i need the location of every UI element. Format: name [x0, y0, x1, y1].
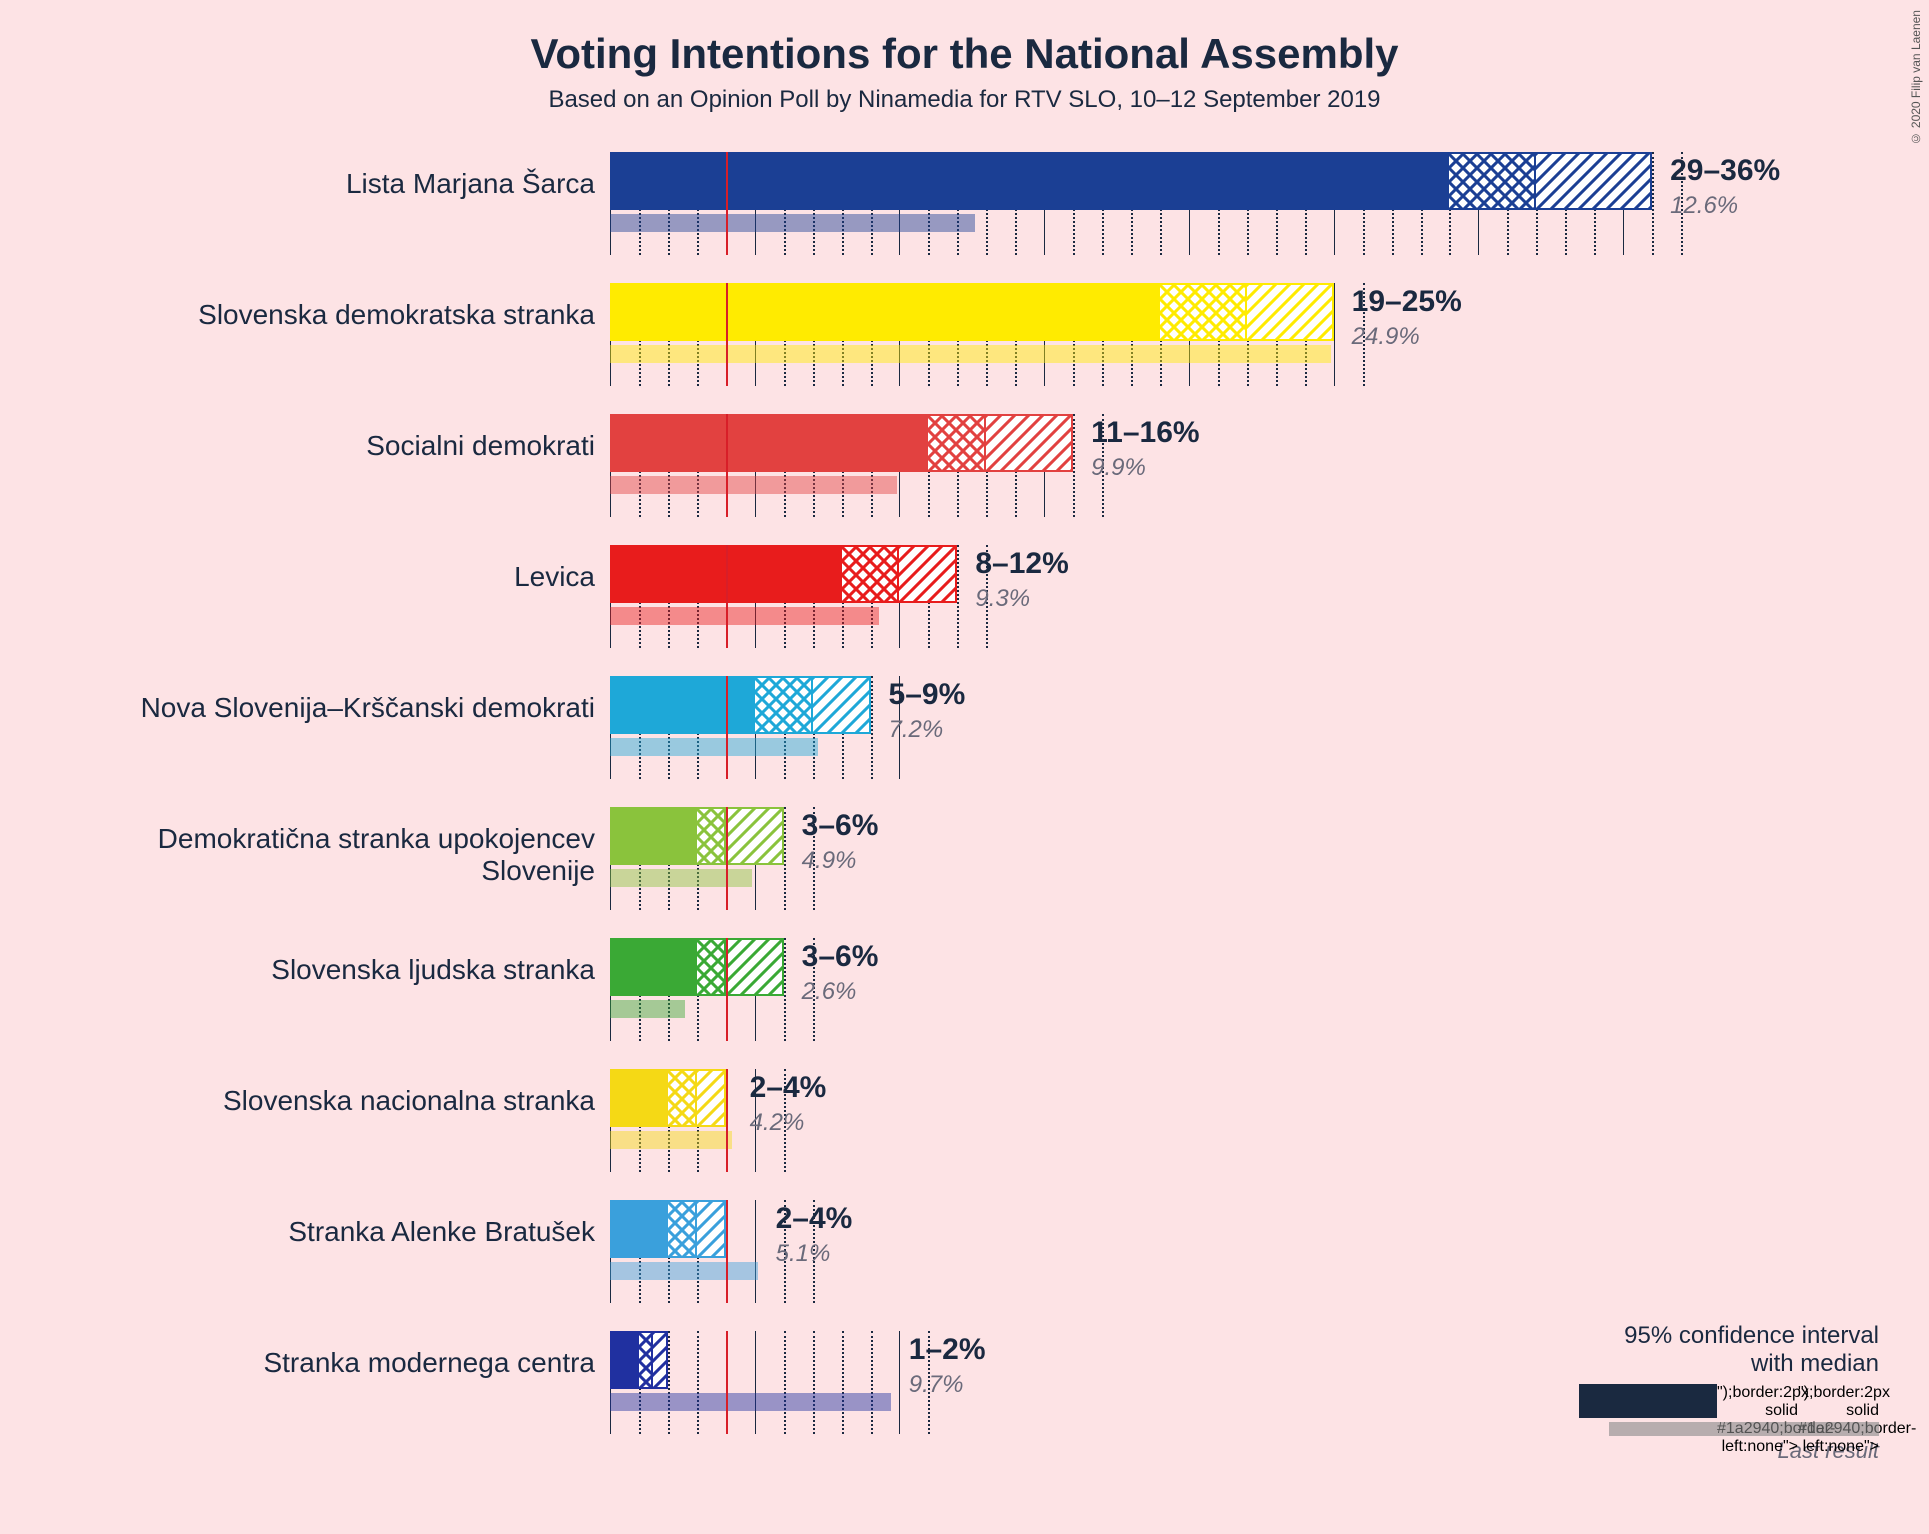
party-label: Socialni demokrati	[90, 430, 595, 462]
legend-line1: 95% confidence interval	[1539, 1322, 1879, 1350]
chart-subtitle: Based on an Opinion Poll by Ninamedia fo…	[0, 78, 1929, 132]
confidence-bar	[610, 938, 784, 996]
chart-row: Demokratična stranka upokojencev Sloveni…	[90, 787, 1840, 918]
confidence-bar	[610, 1331, 668, 1389]
confidence-bar	[610, 152, 1652, 210]
last-result-label: 24.9%	[1352, 323, 1420, 351]
last-result-label: 4.2%	[750, 1109, 805, 1137]
bar-area: 5–9% 7.2%	[610, 656, 1810, 787]
bar-area: 29–36% 12.6%	[610, 132, 1810, 263]
chart-row: Slovenska ljudska stranka 3–6% 2.6%	[90, 918, 1840, 1049]
range-label: 1–2%	[909, 1333, 986, 1367]
bar-area: 2–4% 5.1%	[610, 1180, 1810, 1311]
chart-row: Socialni demokrati 11–16% 9.9%	[90, 394, 1840, 525]
last-result-bar	[610, 345, 1331, 363]
party-label: Slovenska ljudska stranka	[90, 954, 595, 986]
range-label: 2–4%	[776, 1202, 853, 1236]
party-label: Stranka Alenke Bratušek	[90, 1216, 595, 1248]
legend-bar-sample: ");border:2px solid #1a2940;border-left:…	[1579, 1384, 1879, 1418]
last-result-label: 12.6%	[1670, 192, 1738, 220]
chart-row: Slovenska demokratska stranka 19–25% 24.9%	[90, 263, 1840, 394]
confidence-bar	[610, 414, 1073, 472]
party-label: Slovenska demokratska stranka	[90, 299, 595, 331]
last-result-bar	[610, 738, 818, 756]
range-label: 3–6%	[802, 809, 879, 843]
range-label: 29–36%	[1670, 154, 1780, 188]
range-label: 11–16%	[1091, 416, 1199, 450]
copyright-text: © 2020 Filip van Laenen	[1909, 10, 1923, 145]
chart-row: Nova Slovenija–Krščanski demokrati 5–9% 7.…	[90, 656, 1840, 787]
last-result-label: 9.3%	[975, 585, 1030, 613]
confidence-bar	[610, 1200, 726, 1258]
party-label: Demokratična stranka upokojencev Sloveni…	[90, 823, 595, 887]
last-result-label: 9.7%	[909, 1371, 964, 1399]
chart-row: Slovenska nacionalna stranka 2–4% 4.2%	[90, 1049, 1840, 1180]
bar-area: 11–16% 9.9%	[610, 394, 1810, 525]
last-result-bar	[610, 869, 752, 887]
bar-area: 3–6% 4.9%	[610, 787, 1810, 918]
range-label: 2–4%	[750, 1071, 827, 1105]
last-result-label: 9.9%	[1091, 454, 1146, 482]
bar-area: 19–25% 24.9%	[610, 263, 1810, 394]
range-label: 8–12%	[975, 547, 1068, 581]
confidence-bar	[610, 283, 1334, 341]
last-result-bar	[610, 476, 897, 494]
confidence-bar	[610, 807, 784, 865]
party-label: Nova Slovenija–Krščanski demokrati	[90, 692, 595, 724]
last-result-label: 7.2%	[889, 716, 944, 744]
bar-area: 3–6% 2.6%	[610, 918, 1810, 1049]
bar-area: 8–12% 9.3%	[610, 525, 1810, 656]
last-result-label: 2.6%	[802, 978, 857, 1006]
confidence-bar	[610, 676, 871, 734]
last-result-bar	[610, 1000, 685, 1018]
range-label: 3–6%	[802, 940, 879, 974]
bar-area: 2–4% 4.2%	[610, 1049, 1810, 1180]
last-result-bar	[610, 1131, 732, 1149]
confidence-bar	[610, 545, 957, 603]
legend: 95% confidence interval with median ");b…	[1539, 1322, 1879, 1464]
chart-title: Voting Intentions for the National Assem…	[0, 0, 1929, 78]
bar-chart: Lista Marjana Šarca 29–36% 12.6% Slovenska …	[90, 132, 1840, 1442]
last-result-bar	[610, 1262, 758, 1280]
chart-row: Levica 8–12% 9.3%	[90, 525, 1840, 656]
party-label: Lista Marjana Šarca	[90, 168, 595, 200]
party-label: Stranka modernega centra	[90, 1347, 595, 1379]
last-result-label: 5.1%	[776, 1240, 831, 1268]
range-label: 5–9%	[889, 678, 966, 712]
last-result-label: 4.9%	[802, 847, 857, 875]
chart-row: Lista Marjana Šarca 29–36% 12.6%	[90, 132, 1840, 263]
last-result-bar	[610, 214, 975, 232]
party-label: Slovenska nacionalna stranka	[90, 1085, 595, 1117]
range-label: 19–25%	[1352, 285, 1462, 319]
legend-line2: with median	[1539, 1350, 1879, 1384]
last-result-bar	[610, 1393, 891, 1411]
party-label: Levica	[90, 561, 595, 593]
legend-last-sample	[1609, 1422, 1879, 1436]
last-result-bar	[610, 607, 879, 625]
chart-row: Stranka Alenke Bratušek 2–4% 5.1%	[90, 1180, 1840, 1311]
confidence-bar	[610, 1069, 726, 1127]
